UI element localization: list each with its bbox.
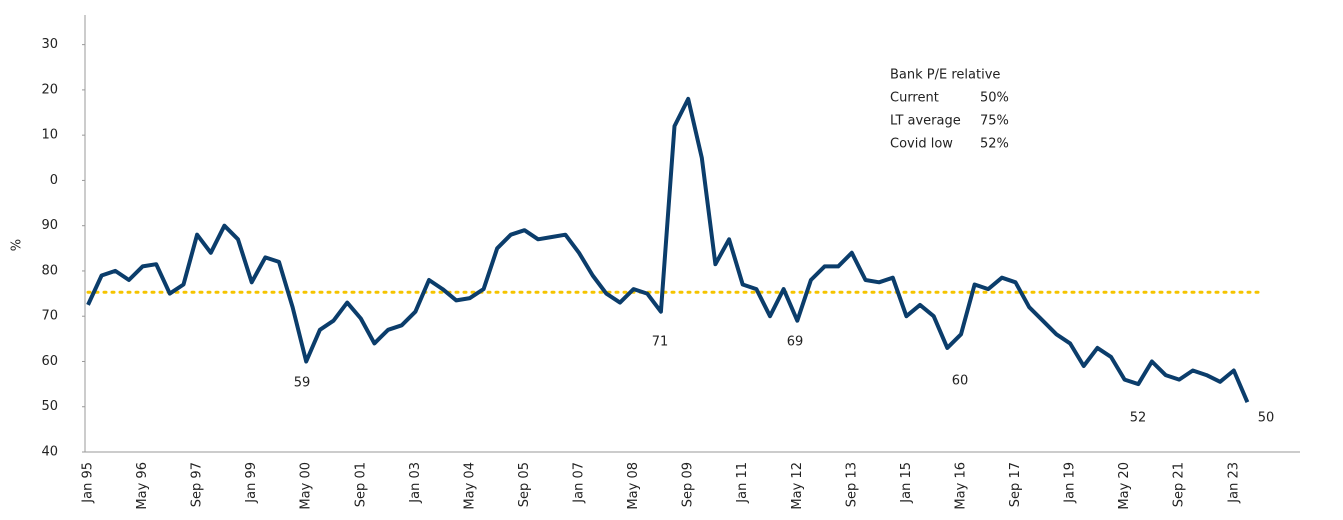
y-tick-label: 80 <box>41 263 58 278</box>
legend-title: Bank P/E relative <box>890 68 1000 83</box>
legend-value: 52% <box>980 137 1009 152</box>
y-tick-label: 70 <box>41 309 58 324</box>
x-tick-label: May 16 <box>953 462 968 510</box>
x-tick-label: May 08 <box>626 462 641 510</box>
annotation: 52 <box>1130 411 1147 426</box>
x-tick-label: Sep 05 <box>517 462 532 507</box>
x-tick-label: May 00 <box>299 462 314 510</box>
x-tick-label: Sep 21 <box>1172 462 1187 507</box>
x-tick-label: Sep 97 <box>190 462 205 507</box>
x-tick-label: May 12 <box>790 462 805 510</box>
x-tick-label: Jan 19 <box>1063 462 1078 504</box>
y-tick-label: 10 <box>41 128 58 143</box>
annotation: 50 <box>1258 411 1275 426</box>
x-tick-label: Sep 01 <box>353 462 368 507</box>
x-tick-label: Sep 09 <box>681 462 696 507</box>
x-tick-label: May 20 <box>1117 462 1132 510</box>
series-line <box>86 96 1250 403</box>
y-tick-label: 60 <box>41 354 58 369</box>
x-tick-label: Sep 17 <box>1008 462 1023 507</box>
x-tick-label: Jan 03 <box>408 462 423 504</box>
annotation: 71 <box>652 335 669 350</box>
legend-label: LT average <box>890 114 961 129</box>
x-tick-label: May 96 <box>135 462 150 510</box>
x-tick-label: Jan 95 <box>81 462 96 504</box>
annotation: 60 <box>952 374 969 389</box>
legend-label: Current <box>890 91 939 106</box>
y-tick-label: 30 <box>41 37 58 52</box>
legend-label: Covid low <box>890 137 953 152</box>
y-tick-label: 40 <box>41 445 58 460</box>
x-tick-label: Jan 15 <box>899 462 914 504</box>
y-tick-label: 90 <box>41 218 58 233</box>
annotation: 69 <box>787 335 804 350</box>
x-tick-label: Jan 07 <box>572 462 587 504</box>
x-tick-label: May 04 <box>462 462 477 510</box>
y-tick-label: 50 <box>41 399 58 414</box>
legend-value: 50% <box>980 91 1009 106</box>
y-axis-label: % <box>10 239 25 251</box>
x-tick-label: Jan 23 <box>1226 462 1241 504</box>
x-tick-label: Sep 13 <box>844 462 859 507</box>
legend-value: 75% <box>980 114 1009 129</box>
y-tick-label: 20 <box>41 82 58 97</box>
annotation: 59 <box>294 376 311 391</box>
x-tick-label: Jan 99 <box>244 462 259 504</box>
y-tick-label: 0 <box>50 173 58 188</box>
x-tick-label: Jan 11 <box>735 462 750 504</box>
